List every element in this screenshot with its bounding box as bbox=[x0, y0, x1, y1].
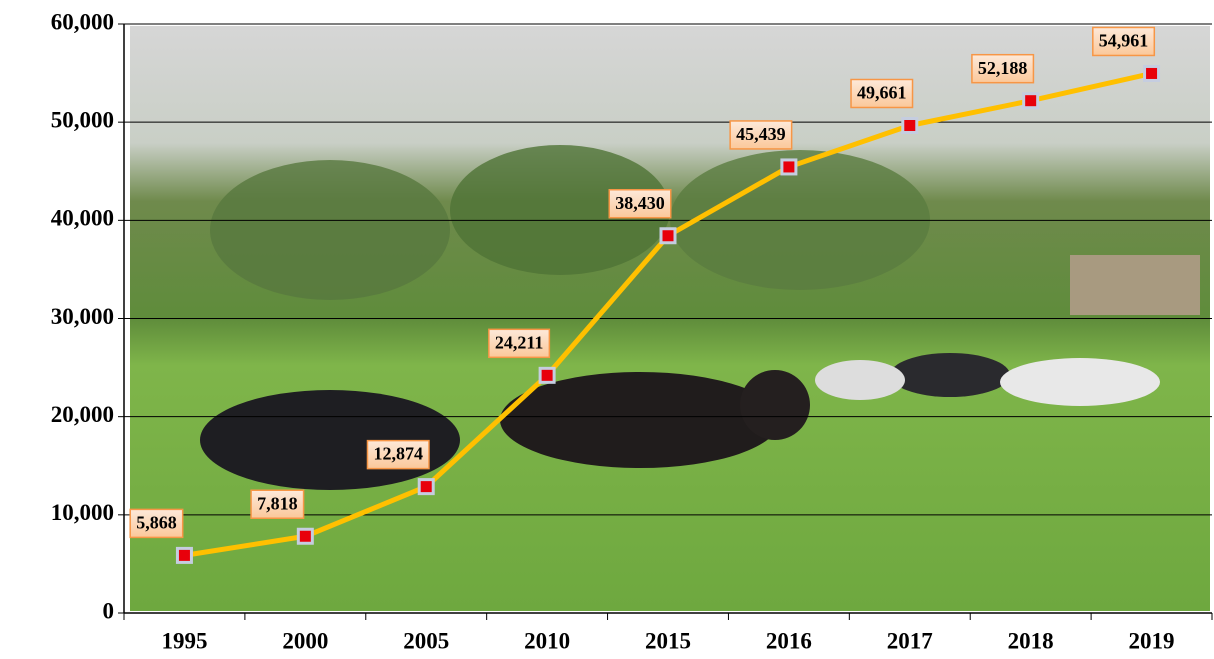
marker bbox=[903, 118, 917, 132]
y-tick-label: 50,000 bbox=[51, 107, 114, 132]
value-label: 54,961 bbox=[1099, 31, 1149, 51]
x-tick-label: 2019 bbox=[1129, 628, 1175, 653]
value-label: 38,430 bbox=[615, 193, 665, 213]
page: 0 10,000 20,000 30,000 40,000 50,000 60,000 199… bbox=[0, 0, 1214, 659]
x-tick-label: 2016 bbox=[766, 628, 812, 653]
y-tick-label: 0 bbox=[103, 598, 115, 623]
value-label: 7,818 bbox=[257, 493, 298, 513]
chart: 0 10,000 20,000 30,000 40,000 50,000 60,000 199… bbox=[0, 0, 1214, 659]
value-label: 5,868 bbox=[136, 513, 177, 533]
marker bbox=[298, 529, 312, 543]
x-tick-label: 2010 bbox=[524, 628, 570, 653]
y-tick-label: 40,000 bbox=[51, 206, 114, 231]
value-label: 49,661 bbox=[857, 83, 907, 103]
x-tick-label: 2005 bbox=[403, 628, 449, 653]
value-label: 12,874 bbox=[373, 444, 423, 464]
x-tick-label: 2017 bbox=[887, 628, 933, 653]
y-tick-label: 60,000 bbox=[51, 9, 114, 34]
marker bbox=[419, 480, 433, 494]
x-tick-label: 1995 bbox=[161, 628, 207, 653]
x-tick-label: 2000 bbox=[282, 628, 328, 653]
y-tick-label: 20,000 bbox=[51, 402, 114, 427]
x-tick-label: 2015 bbox=[645, 628, 691, 653]
marker bbox=[540, 368, 554, 382]
value-label: 45,439 bbox=[736, 124, 786, 144]
value-label: 24,211 bbox=[495, 332, 544, 352]
marker bbox=[1145, 66, 1159, 80]
y-tick-label: 10,000 bbox=[51, 500, 114, 525]
marker bbox=[177, 548, 191, 562]
marker bbox=[782, 160, 796, 174]
value-label: 52,188 bbox=[978, 58, 1028, 78]
x-tick-label: 2018 bbox=[1008, 628, 1054, 653]
marker bbox=[1024, 94, 1038, 108]
y-tick-label: 30,000 bbox=[51, 304, 114, 329]
marker bbox=[661, 229, 675, 243]
